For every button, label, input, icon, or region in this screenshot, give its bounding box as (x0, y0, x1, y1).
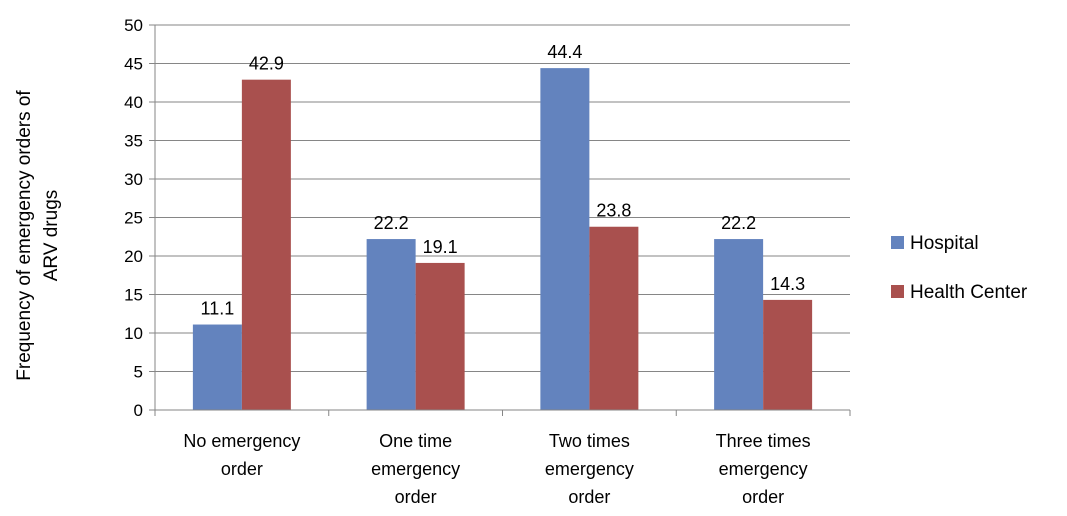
axes (154, 25, 851, 416)
bar-hospital-3 (714, 239, 764, 410)
y-tick-label: 35 (124, 132, 143, 151)
y-tick-labels: 0 5 10 15 20 25 30 35 40 45 50 (124, 16, 143, 420)
bar-hospital-0 (192, 324, 242, 410)
x-category-label: Three times (716, 431, 811, 451)
x-category-label: emergency (719, 459, 808, 479)
x-category-label: Two times (549, 431, 630, 451)
bars (192, 68, 813, 411)
data-label: 42.9 (249, 54, 284, 74)
data-label: 22.2 (374, 213, 409, 233)
x-category-label: order (742, 487, 784, 507)
data-label: 14.3 (770, 274, 805, 294)
data-label: 22.2 (721, 213, 756, 233)
bar-hospital-2 (540, 68, 590, 411)
legend-label: Hospital (910, 233, 979, 254)
bar-health-center-0 (241, 79, 291, 411)
y-axis-title-line: ARV drugs (41, 190, 62, 282)
legend-swatch (891, 236, 904, 249)
x-category-label: order (568, 487, 610, 507)
y-tick-label: 10 (124, 324, 143, 343)
y-tick-label: 30 (124, 170, 143, 189)
legend-swatch (891, 285, 904, 298)
data-labels: 11.1 42.9 22.2 19.1 44.4 23.8 22.2 14.3 (201, 42, 806, 318)
legend-label: Health Center (910, 282, 1028, 303)
x-category-label: One time (379, 431, 452, 451)
data-label: 44.4 (547, 42, 582, 62)
data-label: 19.1 (423, 237, 458, 257)
y-tick-label: 40 (124, 93, 143, 112)
x-category-label: order (395, 487, 437, 507)
x-category-label: order (221, 459, 263, 479)
y-tick-label: 20 (124, 247, 143, 266)
legend: Hospital Health Center (891, 233, 1028, 303)
y-tick-label: 50 (124, 16, 143, 35)
y-tick-label: 15 (124, 286, 143, 305)
data-label: 11.1 (201, 299, 235, 319)
y-tick-label: 25 (124, 209, 143, 228)
bar-health-center-1 (415, 262, 465, 410)
data-label: 23.8 (596, 201, 631, 221)
y-tick-label: 5 (134, 363, 143, 382)
y-tick-label: 0 (134, 401, 143, 420)
x-category-label: emergency (545, 459, 634, 479)
x-category-label: No emergency (183, 431, 300, 451)
bar-health-center-2 (589, 226, 639, 410)
x-category-label: emergency (371, 459, 460, 479)
bar-health-center-3 (763, 299, 813, 410)
y-axis-title-line: Frequency of emergency orders of (14, 90, 35, 381)
y-axis-title: Frequency of emergency orders of ARV drug… (14, 90, 62, 381)
y-tick-label: 45 (124, 55, 143, 74)
x-category-labels: No emergency order One time emergency order T… (183, 431, 810, 507)
bar-hospital-1 (366, 239, 416, 410)
